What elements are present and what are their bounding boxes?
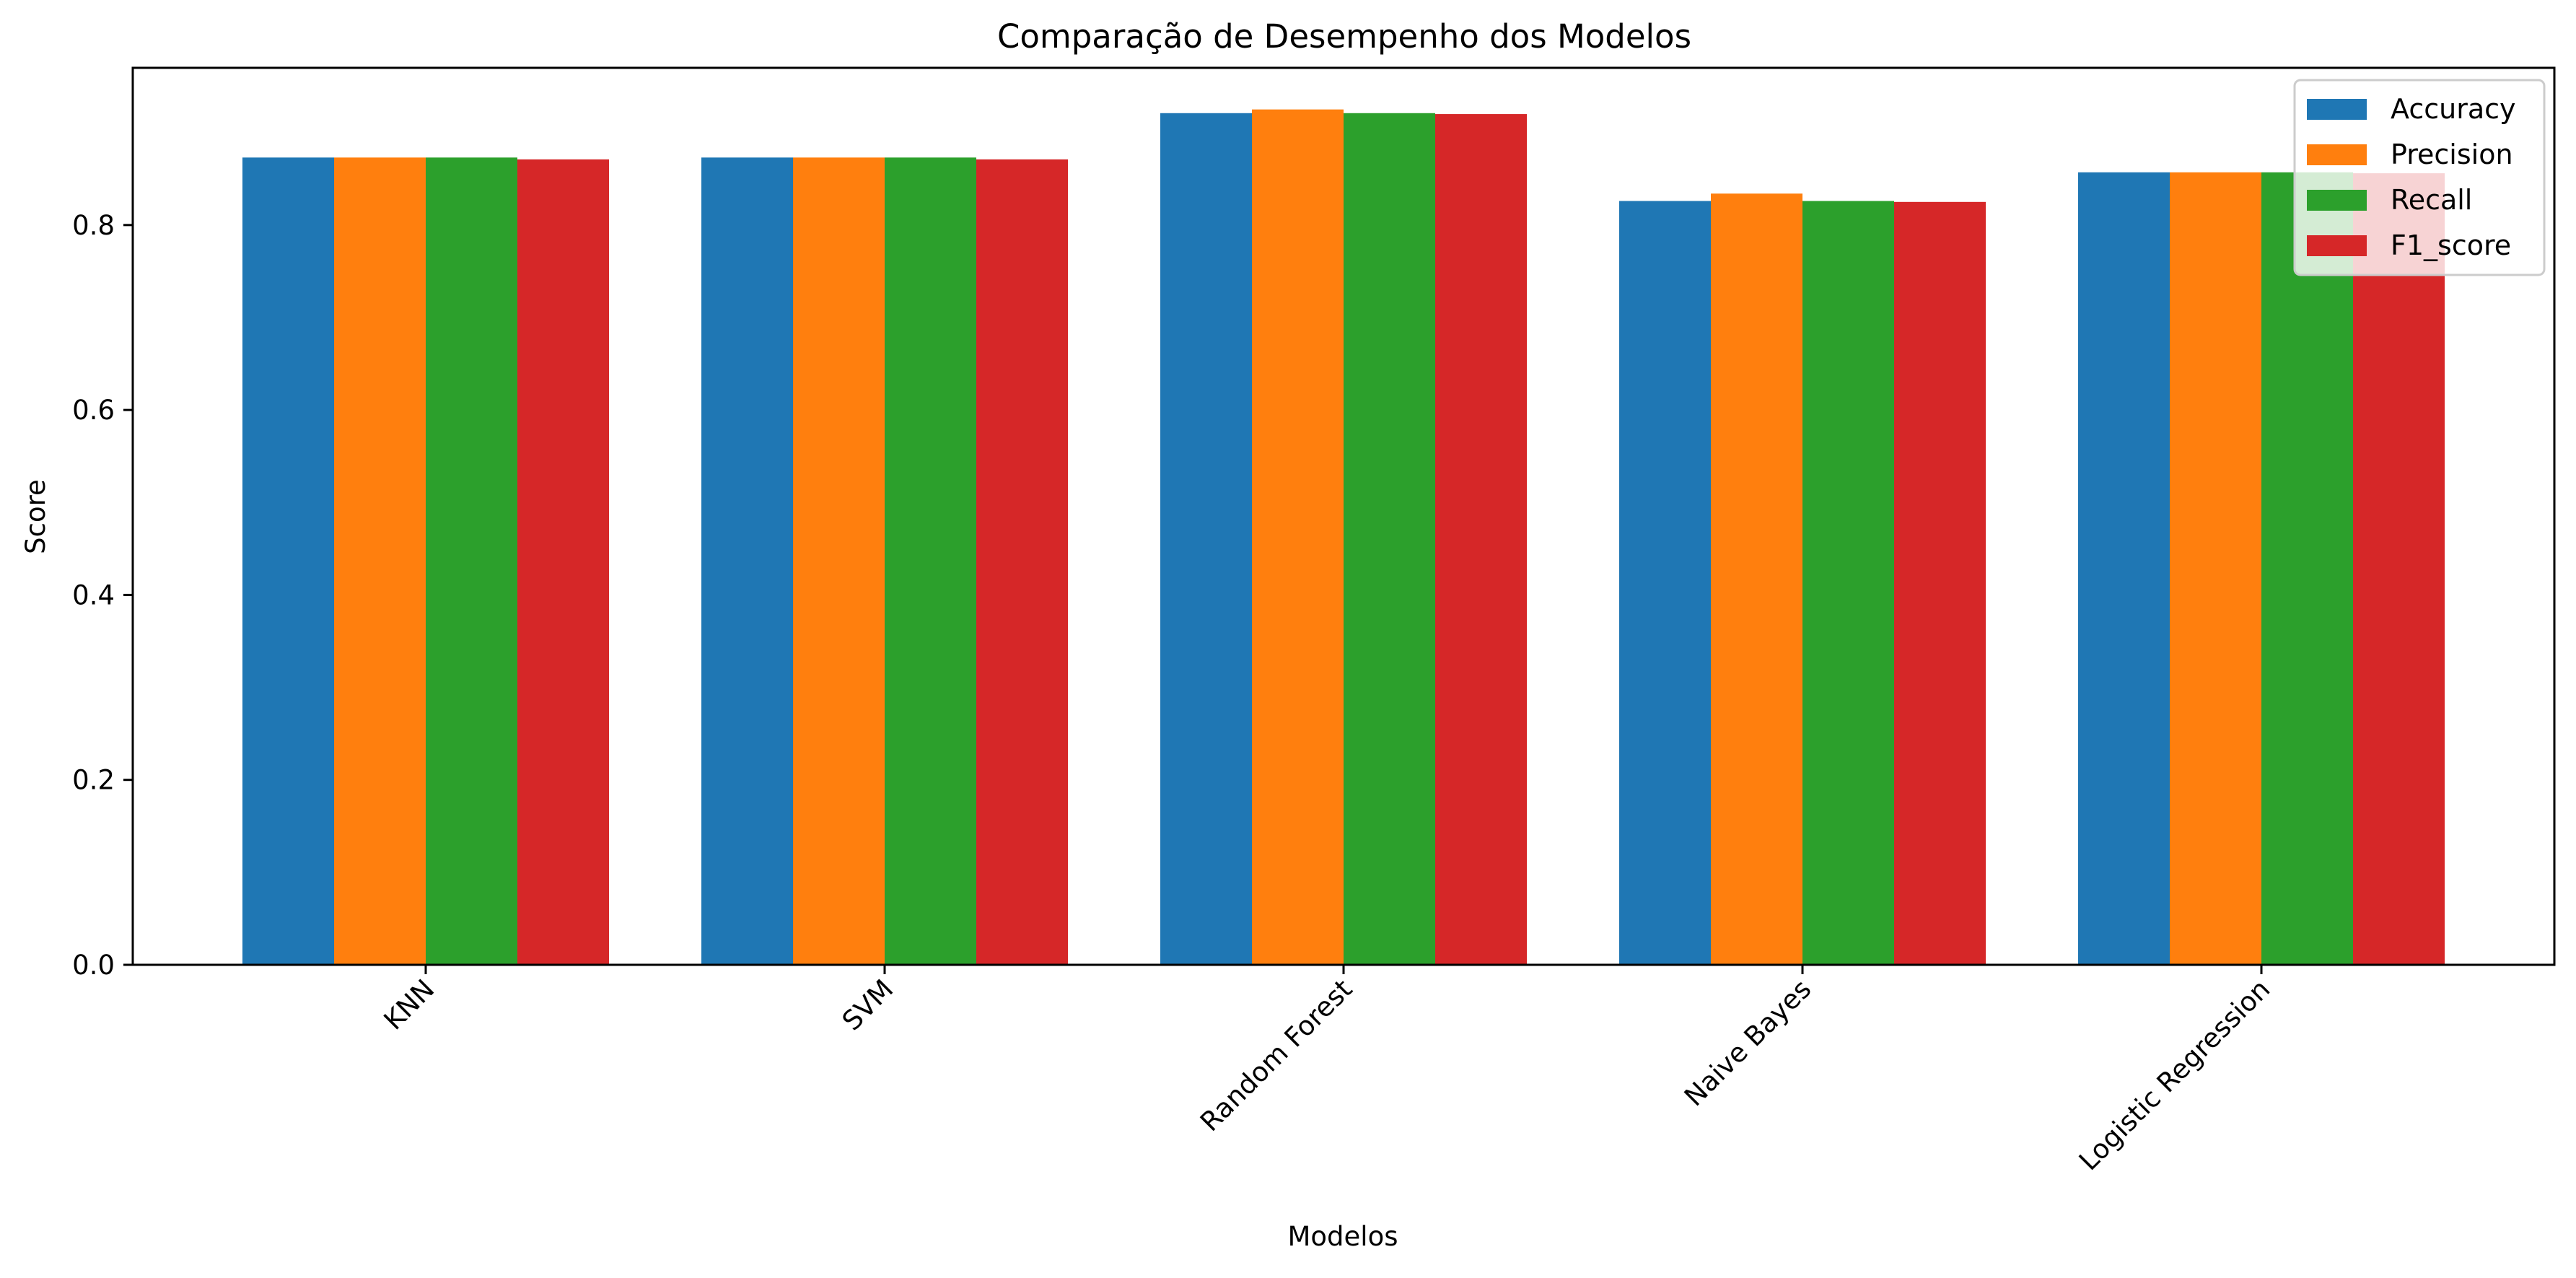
bar-random-forest-recall — [1344, 113, 1435, 965]
bar-knn-precision — [334, 157, 426, 965]
bar-knn-f1-score — [517, 159, 609, 965]
bar-naive-bayes-accuracy — [1619, 201, 1711, 965]
bar-svm-recall — [885, 157, 976, 965]
bar-naive-bayes-f1-score — [1894, 201, 1986, 965]
bar-logistic-regression-recall — [2261, 172, 2353, 965]
chart-title: Comparação de Desempenho dos Modelos — [997, 17, 1691, 56]
bar-random-forest-accuracy — [1160, 113, 1252, 965]
legend-label: Precision — [2391, 139, 2513, 170]
y-tick-label: 0.6 — [72, 395, 115, 426]
legend-swatch — [2307, 99, 2367, 120]
legend-swatch — [2307, 144, 2367, 165]
legend-swatch — [2307, 235, 2367, 256]
legend-label: F1_score — [2391, 229, 2511, 261]
bar-random-forest-f1-score — [1435, 114, 1527, 966]
bar-logistic-regression-accuracy — [2078, 172, 2170, 965]
bar-logistic-regression-precision — [2170, 172, 2261, 965]
legend-box — [2293, 79, 2546, 276]
bar-svm-accuracy — [701, 157, 793, 965]
x-axis-label: Modelos — [1287, 1221, 1398, 1252]
bar-logistic-regression-f1-score — [2353, 173, 2445, 966]
legend-label: Accuracy — [2391, 93, 2516, 125]
legend-label: Recall — [2391, 184, 2472, 216]
bar-svm-f1-score — [976, 159, 1068, 965]
bar-random-forest-precision — [1252, 109, 1344, 966]
legend-swatch — [2307, 190, 2367, 211]
y-tick-label: 0.8 — [72, 210, 115, 241]
bar-knn-accuracy — [242, 157, 334, 965]
y-axis-label: Score — [20, 479, 51, 554]
bar-svm-precision — [793, 157, 885, 965]
bar-knn-recall — [426, 157, 517, 965]
y-tick-label: 0.2 — [72, 765, 115, 796]
y-tick-label: 0.0 — [72, 950, 115, 981]
bar-naive-bayes-recall — [1802, 201, 1894, 965]
bar-naive-bayes-precision — [1711, 193, 1802, 966]
plot-bars — [242, 109, 2445, 966]
legend: Accuracy Precision Recall F1_score — [2293, 79, 2546, 276]
y-tick-label: 0.4 — [72, 579, 115, 610]
